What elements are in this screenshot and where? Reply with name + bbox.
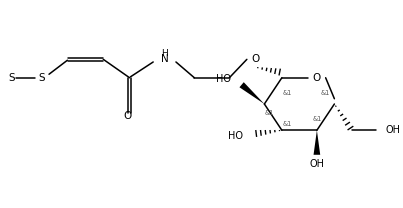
Text: OH: OH (385, 125, 400, 135)
Text: &1: &1 (265, 110, 274, 116)
Text: HO: HO (229, 130, 243, 141)
Text: N: N (161, 54, 168, 64)
Polygon shape (239, 82, 264, 104)
Text: HO: HO (216, 74, 231, 84)
Text: H: H (161, 49, 168, 58)
Text: &1: &1 (312, 116, 322, 122)
Text: &1: &1 (283, 90, 292, 96)
Text: O: O (251, 54, 260, 64)
Text: O: O (313, 73, 321, 83)
Text: S: S (8, 73, 15, 83)
Text: &1: &1 (283, 121, 292, 127)
Text: O: O (124, 111, 132, 121)
Text: S: S (39, 73, 45, 83)
Text: OH: OH (310, 158, 324, 168)
Polygon shape (314, 130, 320, 155)
Text: &1: &1 (321, 90, 330, 96)
